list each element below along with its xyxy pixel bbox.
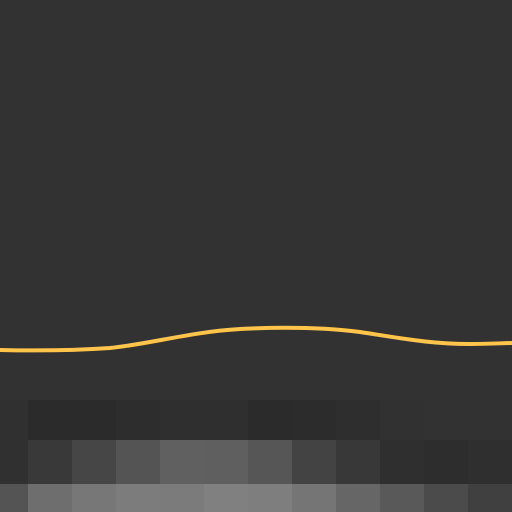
pixel-cell [28, 400, 72, 440]
pixel-cell [160, 484, 204, 512]
pixel-cell [160, 440, 204, 484]
pixel-cell [468, 400, 512, 440]
pixel-cell [28, 440, 72, 484]
pixel-cell [116, 484, 160, 512]
curve-line[interactable] [0, 325, 512, 353]
pixel-cell [116, 440, 160, 484]
pixel-row-3 [0, 484, 512, 512]
pixel-cell [380, 484, 424, 512]
pixel-cell [248, 440, 292, 484]
pixel-cell [204, 440, 248, 484]
pixel-cell [72, 484, 116, 512]
pixel-cell [468, 440, 512, 484]
pixel-row-2 [0, 440, 512, 484]
pixel-cell [72, 440, 116, 484]
pixel-cell [336, 400, 380, 440]
pixel-row-1 [0, 400, 512, 440]
pixel-cell [0, 440, 28, 484]
pixel-cell [468, 484, 512, 512]
pixel-cell [336, 484, 380, 512]
pixel-cell [292, 484, 336, 512]
pixel-cell [380, 440, 424, 484]
pixel-cell [424, 440, 468, 484]
pixel-cell [380, 400, 424, 440]
pixel-cell [336, 440, 380, 484]
pixel-cell [72, 400, 116, 440]
pixel-cell [204, 400, 248, 440]
pixel-cell [292, 400, 336, 440]
pixel-cell [424, 400, 468, 440]
pixel-cell [116, 400, 160, 440]
pixel-cell [0, 400, 28, 440]
pixel-cell [424, 484, 468, 512]
pixel-cell [292, 440, 336, 484]
pixel-cell [160, 400, 204, 440]
pixel-cell [204, 484, 248, 512]
pixel-cell [248, 484, 292, 512]
pixel-cell [28, 484, 72, 512]
pixel-cell [0, 484, 28, 512]
pixel-cell [248, 400, 292, 440]
